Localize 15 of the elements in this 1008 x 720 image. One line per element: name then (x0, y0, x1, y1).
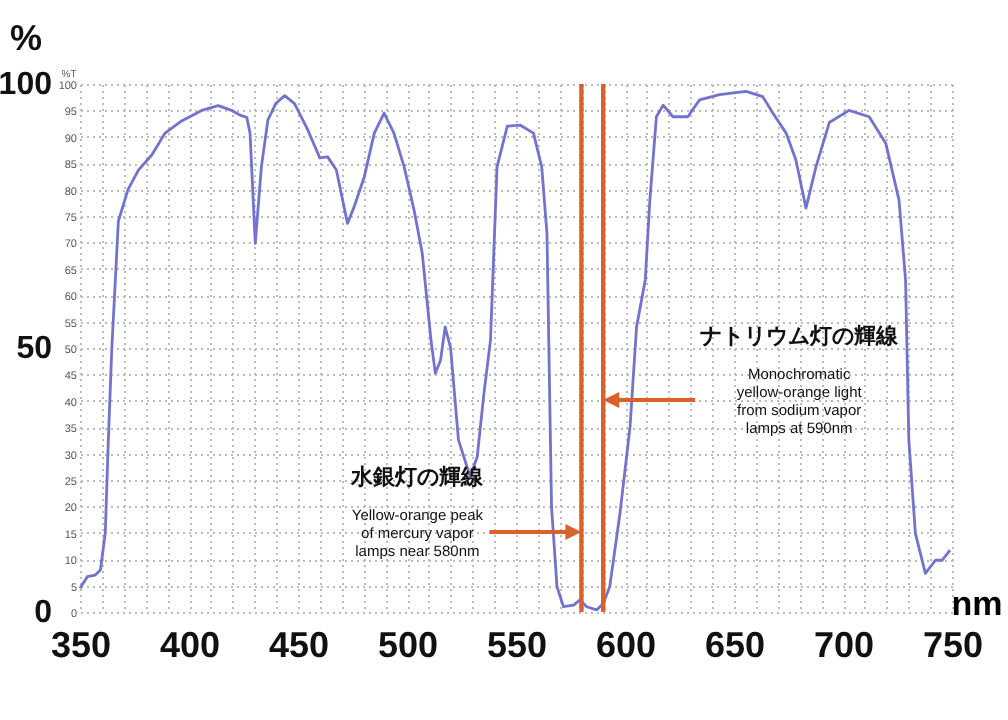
x-tick-label: 400 (159, 625, 221, 665)
y2-axis-title: % (9, 18, 43, 58)
x-tick-label: 350 (50, 625, 112, 665)
y2-tick-label: 50 (16, 332, 53, 366)
y2-tick-label: 0 (34, 596, 53, 630)
x-tick-label: 450 (268, 625, 330, 665)
x-tick-label: 750 (922, 625, 984, 665)
x-tick-label: 500 (377, 625, 439, 665)
line-series (78, 89, 952, 612)
x-tick-label: 600 (595, 625, 657, 665)
x-axis-title: nm (951, 585, 1003, 623)
x-tick-label: 550 (486, 625, 548, 665)
x-tick-label: 700 (813, 625, 875, 665)
x-tick-label: 650 (704, 625, 766, 665)
y2-tick-label: 100 (0, 68, 53, 102)
